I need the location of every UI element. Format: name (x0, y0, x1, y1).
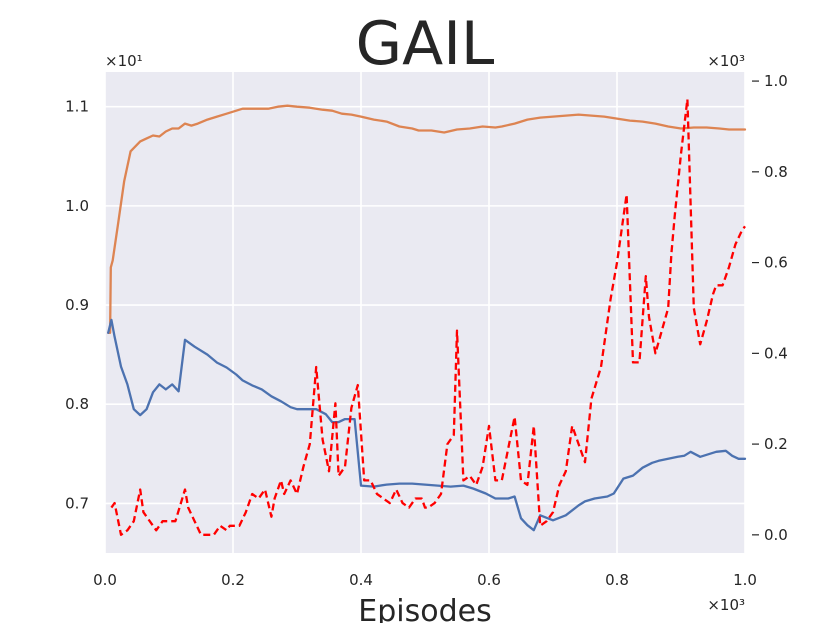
plot-background (105, 72, 745, 553)
x-tick-label: 0.4 (349, 571, 373, 589)
grid (104, 72, 746, 553)
series-line-1 (107, 104, 747, 334)
y-left-tick-label: 1.0 (65, 197, 89, 215)
x-multiplier: ×10³ (707, 596, 745, 614)
series-group (107, 98, 747, 536)
y-left-tick-label: 0.7 (65, 494, 89, 512)
x-tick-label: 0.2 (221, 571, 245, 589)
y-right-tick-label: 0.8 (764, 163, 788, 181)
y-left-tick-label: 0.8 (65, 395, 89, 413)
x-tick-label: 1.0 (733, 571, 757, 589)
y-right-tick-label: 0.0 (764, 526, 788, 544)
x-tick-label: 0.0 (93, 571, 117, 589)
x-tick-label: 0.6 (477, 571, 501, 589)
series-line-3 (110, 98, 746, 536)
x-axis-label: Episodes (358, 594, 491, 623)
y-left-tick-label: 0.9 (65, 296, 89, 314)
y-right-tick-label: 1.0 (764, 72, 788, 90)
x-tick-label: 0.8 (605, 571, 629, 589)
y-right-tick-label: 0.2 (764, 435, 788, 453)
y-right-tick-label: 0.6 (764, 254, 788, 272)
chart-title: GAIL (356, 9, 495, 79)
y-left-multiplier: ×10¹ (105, 52, 143, 70)
y-left-tick-label: 1.1 (65, 98, 89, 116)
series-line-2 (107, 318, 747, 532)
y-right-multiplier: ×10³ (707, 52, 745, 70)
tick-labels: 0.0 0.2 0.4 0.6 0.8 1.0 0.7 0.8 0.9 1.0 1.1 0.0 0.2 0… (65, 72, 788, 589)
y-right-tick-label: 0.4 (764, 344, 788, 362)
